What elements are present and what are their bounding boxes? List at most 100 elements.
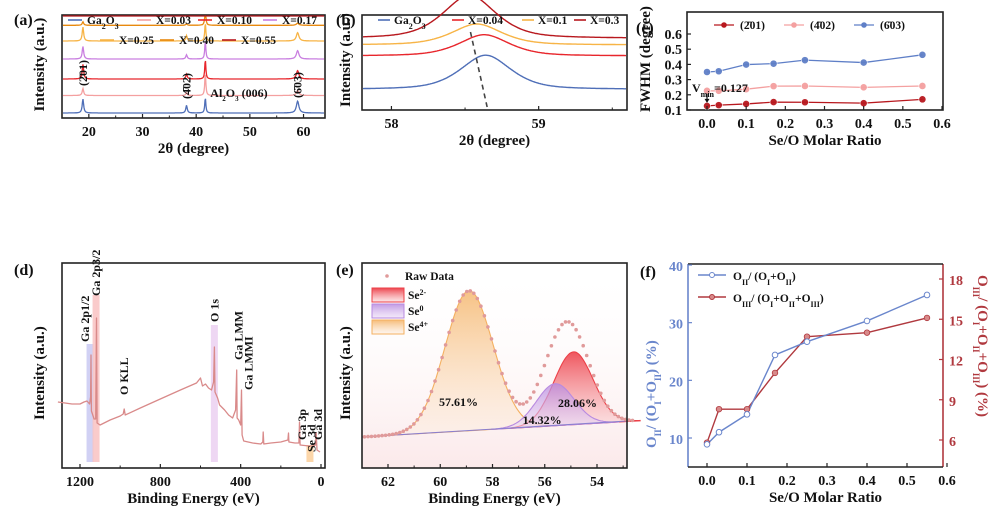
panel-a-frame xyxy=(61,14,326,119)
legend-swatch xyxy=(371,303,405,319)
x-axis-title: Se/O Molar Ratio xyxy=(768,133,881,149)
legend-label: X=0.03 xyxy=(156,15,191,27)
legend-marker xyxy=(709,294,715,300)
fwhm-point xyxy=(769,98,778,106)
legend-label: Raw Data xyxy=(405,271,454,283)
raw-data-point xyxy=(588,363,592,368)
panel-label-f: (f) xyxy=(640,264,656,281)
raw-data-point xyxy=(398,430,402,435)
legend-swatch xyxy=(371,319,405,335)
peak-annotation: (2̄01) xyxy=(76,60,90,86)
fwhm-line-2 xyxy=(706,54,923,73)
percent-label-se4: 57.61% xyxy=(439,395,478,409)
raw-data-point xyxy=(528,396,533,400)
panel-label-a: (a) xyxy=(14,12,33,29)
x-tick-label: 1200 xyxy=(66,475,94,490)
raw-data-point xyxy=(524,400,529,404)
legend-marker xyxy=(861,22,867,28)
legend-label: X=0.3 xyxy=(590,15,619,27)
series-point-oii xyxy=(803,338,811,345)
raw-data-point xyxy=(465,289,469,294)
legend-label: X=0.04 xyxy=(468,15,503,27)
x-tick-label: 0.5 xyxy=(894,117,912,132)
x-axis-title: Binding Energy (eV) xyxy=(127,491,260,507)
raw-data-point xyxy=(602,398,607,403)
panel-label-b: (b) xyxy=(336,12,356,29)
legend-label: X=0.10 xyxy=(217,15,252,27)
y-axis-title: Intensity (a.u.) xyxy=(338,326,354,420)
legend-marker xyxy=(721,22,727,28)
raw-data-point xyxy=(500,371,504,376)
fwhm-point xyxy=(859,83,868,92)
raw-data-point xyxy=(486,325,490,329)
x-axis-title: Binding Energy (eV) xyxy=(428,491,561,507)
x-tick-label: 20 xyxy=(82,125,96,140)
vmin-arrow-head xyxy=(704,98,710,103)
raw-data-point xyxy=(556,328,561,332)
series-point-oiii xyxy=(715,405,723,413)
raw-data-point xyxy=(447,330,451,335)
fwhm-point xyxy=(769,59,778,68)
series-point-oii xyxy=(771,351,779,359)
x-tick-label: 0.3 xyxy=(816,117,834,132)
raw-data-point xyxy=(457,299,462,304)
y-tick-label: 0.1 xyxy=(665,104,683,119)
xps-peak-label: Ga LMMI xyxy=(242,336,256,390)
raw-data-point xyxy=(542,363,547,368)
raw-data-point xyxy=(489,337,494,341)
fwhm-point xyxy=(859,99,868,108)
x-tick-label: 0.4 xyxy=(858,474,876,489)
raw-data-point xyxy=(577,335,582,339)
raw-data-point xyxy=(429,389,434,394)
raw-data-point xyxy=(373,434,377,439)
x-tick-label: 0.2 xyxy=(778,474,796,489)
raw-data-point xyxy=(408,425,413,429)
xps-survey-curve xyxy=(57,317,321,453)
y-left-axis-title: OII/ (OI+OII) (%) xyxy=(644,340,663,448)
fwhm-point xyxy=(703,68,711,76)
fwhm-point xyxy=(769,82,778,91)
fwhm-point xyxy=(918,82,927,90)
raw-data-point xyxy=(517,402,522,406)
series-point-oiii xyxy=(863,329,871,336)
raw-data-point xyxy=(535,382,540,387)
raw-data-point xyxy=(366,434,370,439)
raw-data-point xyxy=(443,343,448,347)
x-tick-label: 0 xyxy=(318,475,325,490)
raw-data-point xyxy=(380,433,384,438)
peak-shift-guide xyxy=(469,31,488,108)
legend-label: X=0.55 xyxy=(241,35,276,47)
x-tick-label: 50 xyxy=(243,125,257,140)
x-axis-title: 2θ (degree) xyxy=(459,133,530,149)
xrd-trace-X0.03 xyxy=(63,74,324,97)
legend-marker xyxy=(385,274,389,278)
x-tick-label: 58 xyxy=(384,117,398,132)
raw-data-point xyxy=(574,327,578,332)
fwhm-point xyxy=(918,95,927,104)
fwhm-point xyxy=(801,56,809,65)
y-left-tick-label: 40 xyxy=(669,260,683,275)
y-right-tick-label: 12 xyxy=(949,355,963,370)
background-line xyxy=(361,420,628,438)
legend-label: OII/ (OI+OII) xyxy=(733,271,796,287)
legend-swatch xyxy=(371,287,405,303)
y-tick-label: 0.5 xyxy=(665,43,683,58)
raw-data-point xyxy=(581,343,585,348)
fwhm-point xyxy=(801,98,809,107)
x-tick-label: 0.1 xyxy=(737,117,755,132)
legend-label: (6̄03) xyxy=(880,20,905,32)
raw-data-point xyxy=(436,367,441,372)
y-axis-title: FWHM (degree) xyxy=(638,6,654,112)
legend-marker xyxy=(709,272,715,278)
y-right-axis-title: OIII/ (OI+OII+OIII) (%) xyxy=(971,275,990,417)
series-point-oii xyxy=(923,291,931,299)
raw-data-point xyxy=(419,412,423,417)
xps-peak-label: Ga 3p xyxy=(295,409,309,440)
raw-data-point xyxy=(609,408,614,413)
series-line-oiii xyxy=(706,317,928,443)
percent-label-se0: 14.32% xyxy=(523,413,562,427)
raw-data-point xyxy=(376,434,381,438)
